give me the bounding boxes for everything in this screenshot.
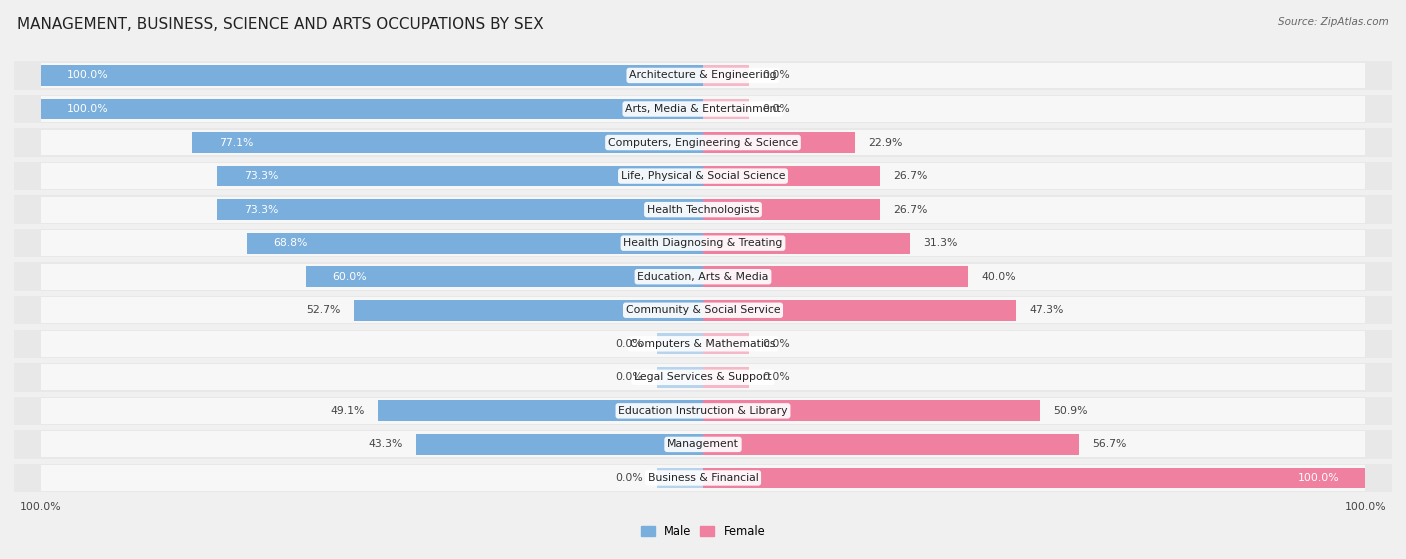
Bar <box>354 300 703 321</box>
Bar <box>703 132 855 153</box>
Bar <box>657 467 703 489</box>
Text: MANAGEMENT, BUSINESS, SCIENCE AND ARTS OCCUPATIONS BY SEX: MANAGEMENT, BUSINESS, SCIENCE AND ARTS O… <box>17 17 544 32</box>
Bar <box>657 333 703 354</box>
Text: 52.7%: 52.7% <box>307 305 340 315</box>
Bar <box>247 233 703 254</box>
Bar <box>14 196 1392 224</box>
Bar <box>703 467 1365 489</box>
Text: 0.0%: 0.0% <box>762 70 790 80</box>
Bar <box>41 63 1365 88</box>
Bar <box>41 331 1365 357</box>
Bar <box>14 430 1392 458</box>
Text: 40.0%: 40.0% <box>981 272 1017 282</box>
Bar <box>14 162 1392 190</box>
Text: 50.9%: 50.9% <box>1053 406 1088 416</box>
Bar <box>14 229 1392 257</box>
Text: Arts, Media & Entertainment: Arts, Media & Entertainment <box>626 104 780 114</box>
Text: Health Technologists: Health Technologists <box>647 205 759 215</box>
Bar <box>193 132 703 153</box>
Text: 43.3%: 43.3% <box>368 439 404 449</box>
Text: 68.8%: 68.8% <box>274 238 308 248</box>
Bar <box>218 199 703 220</box>
Bar <box>14 129 1392 157</box>
Legend: Male, Female: Male, Female <box>636 520 770 543</box>
Text: 31.3%: 31.3% <box>924 238 957 248</box>
Text: 26.7%: 26.7% <box>893 205 928 215</box>
Text: 100.0%: 100.0% <box>1298 473 1339 483</box>
Bar <box>14 330 1392 358</box>
Text: Legal Services & Support: Legal Services & Support <box>634 372 772 382</box>
Text: Education, Arts & Media: Education, Arts & Media <box>637 272 769 282</box>
Bar <box>218 165 703 187</box>
Bar <box>703 400 1040 421</box>
Bar <box>703 367 749 388</box>
Bar <box>14 363 1392 392</box>
Bar <box>14 263 1392 291</box>
Text: Architecture & Engineering: Architecture & Engineering <box>630 70 776 80</box>
Bar <box>41 297 1365 323</box>
Bar <box>14 464 1392 492</box>
Text: 100.0%: 100.0% <box>20 503 62 513</box>
Text: Business & Financial: Business & Financial <box>648 473 758 483</box>
Bar <box>41 163 1365 189</box>
Text: Management: Management <box>666 439 740 449</box>
Bar <box>703 65 749 86</box>
Bar <box>41 96 1365 122</box>
Bar <box>703 434 1078 455</box>
Bar <box>703 300 1017 321</box>
Text: 0.0%: 0.0% <box>616 372 644 382</box>
Text: Health Diagnosing & Treating: Health Diagnosing & Treating <box>623 238 783 248</box>
Bar <box>703 165 880 187</box>
Text: 0.0%: 0.0% <box>762 104 790 114</box>
Bar <box>378 400 703 421</box>
Text: Life, Physical & Social Science: Life, Physical & Social Science <box>621 171 785 181</box>
Text: Community & Social Service: Community & Social Service <box>626 305 780 315</box>
Text: Computers & Mathematics: Computers & Mathematics <box>630 339 776 349</box>
Text: 77.1%: 77.1% <box>219 138 253 148</box>
Text: 49.1%: 49.1% <box>330 406 364 416</box>
Bar <box>703 199 880 220</box>
Text: Source: ZipAtlas.com: Source: ZipAtlas.com <box>1278 17 1389 27</box>
Text: 0.0%: 0.0% <box>762 339 790 349</box>
Text: 73.3%: 73.3% <box>243 205 278 215</box>
Bar <box>41 98 703 120</box>
Text: 60.0%: 60.0% <box>332 272 367 282</box>
Bar <box>41 364 1365 390</box>
Bar <box>41 465 1365 491</box>
Bar <box>703 266 967 287</box>
Text: 100.0%: 100.0% <box>67 70 108 80</box>
Text: 0.0%: 0.0% <box>616 473 644 483</box>
Bar <box>41 65 703 86</box>
Bar <box>703 98 749 120</box>
Bar <box>416 434 703 455</box>
Bar <box>703 233 910 254</box>
Text: 100.0%: 100.0% <box>1344 503 1386 513</box>
Text: 73.3%: 73.3% <box>243 171 278 181</box>
Text: Education Instruction & Library: Education Instruction & Library <box>619 406 787 416</box>
Bar <box>14 61 1392 90</box>
Bar <box>41 398 1365 424</box>
Bar <box>14 296 1392 324</box>
Bar <box>41 264 1365 290</box>
Bar <box>703 333 749 354</box>
Bar <box>41 197 1365 222</box>
Bar <box>41 230 1365 256</box>
Text: Computers, Engineering & Science: Computers, Engineering & Science <box>607 138 799 148</box>
Text: 0.0%: 0.0% <box>762 372 790 382</box>
Text: 100.0%: 100.0% <box>67 104 108 114</box>
Text: 0.0%: 0.0% <box>616 339 644 349</box>
Text: 47.3%: 47.3% <box>1029 305 1064 315</box>
Text: 22.9%: 22.9% <box>868 138 903 148</box>
Bar <box>657 367 703 388</box>
Bar <box>41 432 1365 457</box>
Bar <box>305 266 703 287</box>
Text: 26.7%: 26.7% <box>893 171 928 181</box>
Bar <box>14 94 1392 124</box>
Text: 56.7%: 56.7% <box>1092 439 1126 449</box>
Bar <box>14 397 1392 425</box>
Bar <box>41 130 1365 155</box>
